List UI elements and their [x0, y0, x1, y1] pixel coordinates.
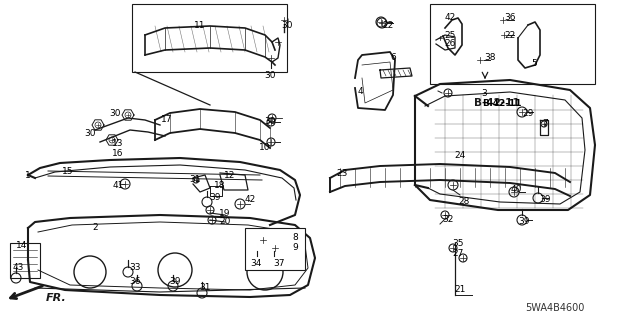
Text: 39: 39 — [209, 194, 221, 203]
Text: 27: 27 — [452, 249, 464, 258]
Text: 6: 6 — [390, 53, 396, 62]
Text: 8: 8 — [292, 233, 298, 241]
Text: 4: 4 — [357, 87, 363, 97]
Text: 42: 42 — [244, 196, 255, 204]
Text: 3: 3 — [481, 90, 487, 99]
Text: 26: 26 — [444, 40, 456, 48]
Text: 36: 36 — [504, 13, 516, 23]
FancyBboxPatch shape — [132, 4, 287, 72]
Text: 5WA4B4600: 5WA4B4600 — [525, 303, 585, 313]
Text: 42: 42 — [444, 13, 456, 23]
Text: 31: 31 — [189, 175, 201, 184]
Bar — [474, 54, 496, 72]
Text: 30: 30 — [264, 70, 276, 79]
Text: 10: 10 — [259, 144, 271, 152]
Text: 7: 7 — [542, 120, 548, 129]
Text: 16: 16 — [112, 149, 124, 158]
Text: 1: 1 — [25, 170, 31, 180]
Text: 30: 30 — [109, 108, 121, 117]
Text: 28: 28 — [458, 197, 470, 206]
Text: 2: 2 — [92, 224, 98, 233]
Text: 19: 19 — [220, 209, 231, 218]
Text: 12: 12 — [224, 170, 236, 180]
Text: 37: 37 — [273, 259, 285, 269]
Text: 29: 29 — [522, 108, 534, 117]
Text: 43: 43 — [12, 263, 24, 272]
Text: 33: 33 — [129, 263, 141, 272]
Text: 23: 23 — [336, 168, 348, 177]
Text: 30: 30 — [264, 117, 276, 127]
Text: 9: 9 — [292, 242, 298, 251]
Text: 13: 13 — [112, 138, 124, 147]
Text: 35: 35 — [452, 240, 464, 249]
Text: 36: 36 — [129, 277, 141, 286]
Text: 30: 30 — [84, 129, 96, 137]
Bar — [10, 243, 40, 278]
Text: 38: 38 — [484, 53, 496, 62]
Text: B-42-11: B-42-11 — [474, 98, 520, 108]
Text: 25: 25 — [444, 31, 456, 40]
Text: 5: 5 — [531, 58, 537, 68]
Text: 18: 18 — [214, 181, 226, 189]
Text: 34: 34 — [250, 259, 262, 269]
Text: 41: 41 — [112, 181, 124, 189]
FancyBboxPatch shape — [430, 4, 595, 84]
Text: 39: 39 — [518, 218, 530, 226]
Text: 17: 17 — [161, 115, 173, 124]
Text: FR.: FR. — [46, 293, 67, 303]
Text: 20: 20 — [220, 218, 230, 226]
Text: 24: 24 — [454, 151, 466, 160]
Text: 11: 11 — [195, 20, 205, 29]
Text: 32: 32 — [442, 216, 454, 225]
Text: 15: 15 — [62, 167, 74, 176]
Text: 22: 22 — [382, 20, 394, 29]
FancyBboxPatch shape — [245, 228, 305, 270]
Text: 30: 30 — [281, 20, 292, 29]
Text: 22: 22 — [504, 31, 516, 40]
Text: 40: 40 — [510, 186, 522, 195]
Text: 31: 31 — [199, 284, 211, 293]
Text: 39: 39 — [169, 277, 180, 286]
Text: B-42-11: B-42-11 — [483, 99, 522, 108]
Text: 39: 39 — [540, 196, 551, 204]
Text: 21: 21 — [454, 286, 466, 294]
Text: 14: 14 — [16, 241, 28, 249]
